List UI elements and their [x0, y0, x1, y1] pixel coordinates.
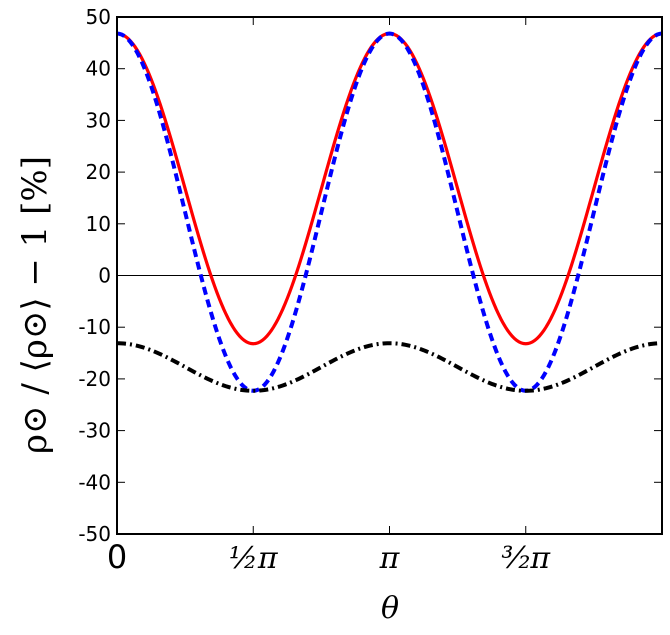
y-tick-label: -20: [78, 367, 111, 391]
y-tick-label: -50: [78, 522, 111, 546]
y-tick-label: 0: [98, 264, 111, 288]
y-tick-label: -30: [78, 419, 111, 443]
y-tick-label: 30: [86, 108, 111, 132]
x-tick-label: π: [379, 541, 401, 576]
series-line-1: [116, 31, 663, 346]
series-line-3: [116, 341, 663, 393]
y-tick-label: 40: [86, 57, 111, 81]
series-line-2: [116, 31, 663, 393]
y-tick-label: -40: [78, 470, 111, 494]
x-tick-label: ³⁄₂π: [501, 541, 551, 576]
y-axis-label: ρ⊙ / ⟨ρ⊙⟩ − 1 [%]: [15, 156, 55, 454]
y-tick-label: 10: [86, 212, 111, 236]
plot-area: -50 -40 -30 -20 -10 0 10 20 30 40 50 0 ½π π ³⁄₂π: [78, 5, 663, 576]
x-tick-label: ½π: [229, 541, 279, 576]
x-tick-label: 0: [107, 538, 127, 576]
y-tick-label: -10: [78, 315, 111, 339]
y-tick-label: 50: [86, 5, 111, 29]
x-axis-label: θ: [381, 591, 399, 626]
y-tick-label: 20: [86, 160, 111, 184]
